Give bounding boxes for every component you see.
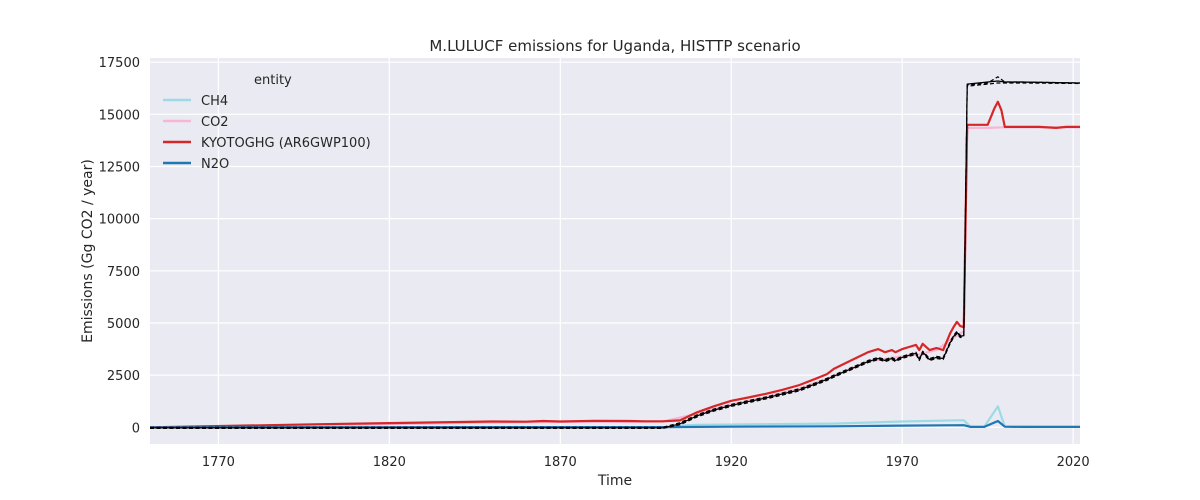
x-tick-label: 1770: [202, 455, 235, 470]
x-axis-label: Time: [597, 473, 632, 489]
legend-title: entity: [254, 73, 292, 88]
x-tick-label: 1970: [886, 455, 919, 470]
x-tick-label: 1820: [373, 455, 406, 470]
y-tick-label: 10000: [99, 213, 140, 228]
y-tick-label: 15000: [99, 108, 140, 123]
series-layer: [150, 76, 1080, 429]
y-axis-label: Emissions (Gg CO2 / year): [80, 159, 96, 343]
x-tick-label: 1920: [715, 455, 748, 470]
y-axis-ticks: 0 2500 5000 7500 10000 12500 15000 17500: [99, 56, 140, 436]
series-line-unlabeled-6: [150, 80, 1080, 429]
y-tick-label: 5000: [107, 317, 140, 332]
legend-entry: CO2: [201, 115, 229, 130]
x-tick-label: 1870: [544, 455, 577, 470]
y-tick-label: 12500: [99, 160, 140, 175]
chart-title: M.LULUCF emissions for Uganda, HISTTP sc…: [429, 37, 800, 55]
x-tick-label: 2020: [1057, 455, 1090, 470]
series-line-kyotoghg-ar6gwp100: [150, 100, 1080, 429]
legend-entry: KYOTOGHG (AR6GWP100): [201, 136, 371, 151]
plot-area: [150, 58, 1080, 444]
x-axis-ticks: 1770 1820 1870 1920 1970 2020: [202, 455, 1090, 470]
y-tick-label: 17500: [99, 56, 140, 71]
y-tick-label: 0: [132, 421, 140, 436]
y-tick-label: 2500: [107, 369, 140, 384]
legend-entry: CH4: [201, 94, 228, 109]
legend-entry: N2O: [201, 157, 229, 172]
grid-lines: [150, 58, 1080, 444]
legend: entity CH4 CO2 KYOTOGHG (AR6GWP100) N2O: [163, 73, 371, 172]
y-tick-label: 7500: [107, 265, 140, 280]
series-line-n2o: [150, 419, 1080, 429]
